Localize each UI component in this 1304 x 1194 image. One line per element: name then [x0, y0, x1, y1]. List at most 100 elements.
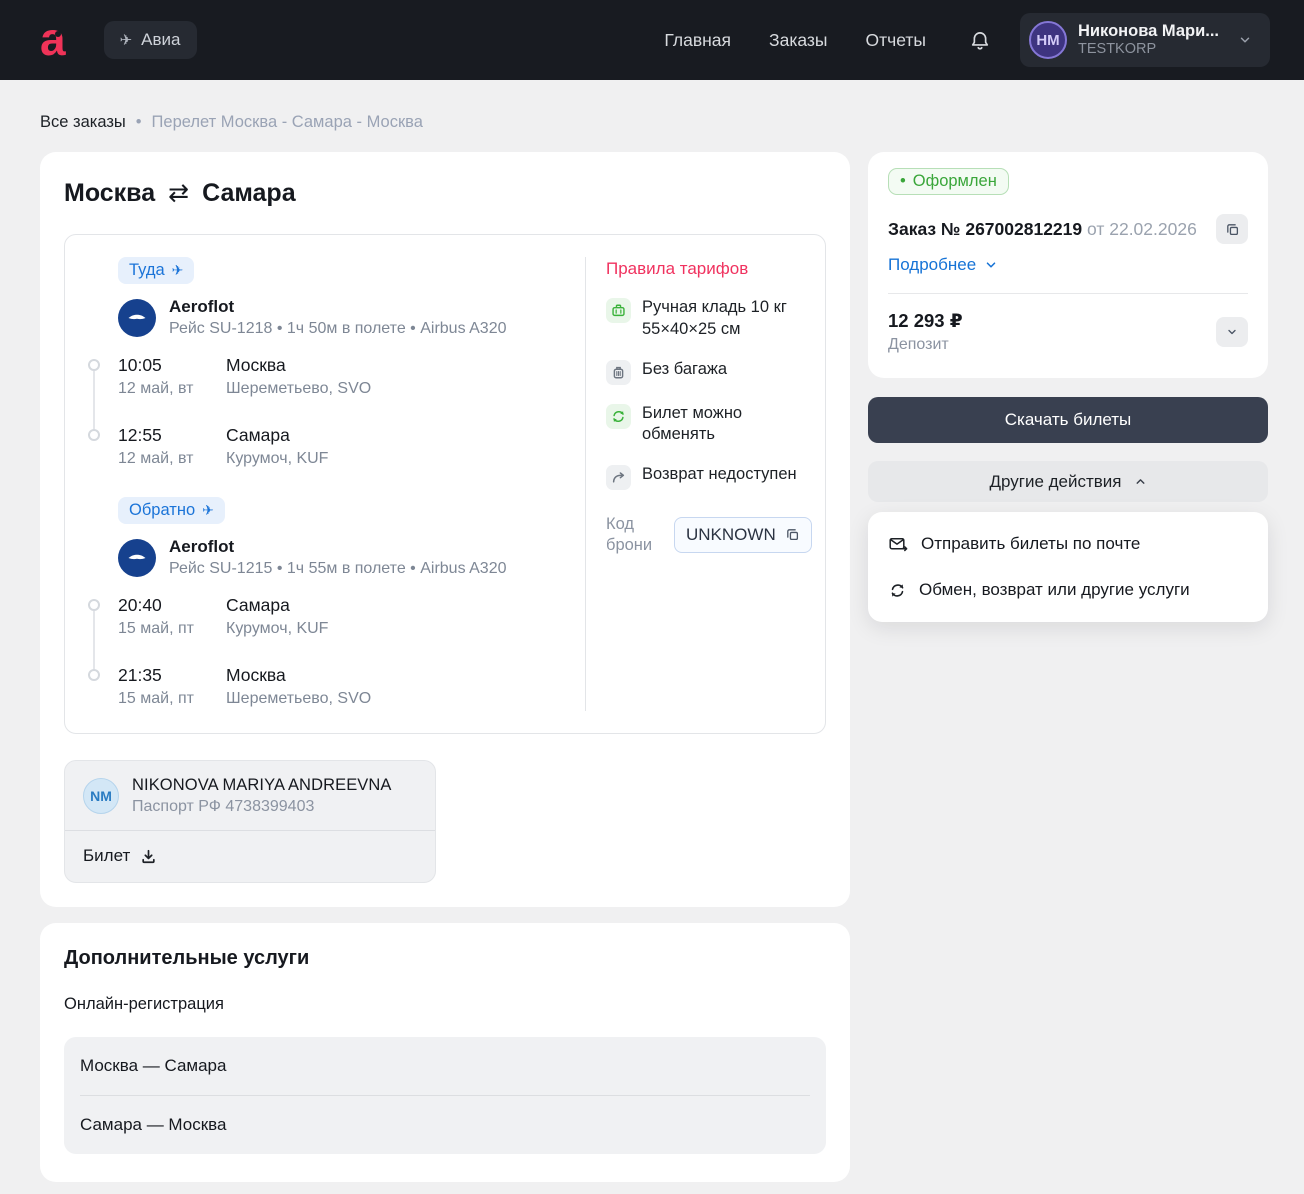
- timeline: 10:05 12 май, вт Москва Шереметьево, SVO: [88, 355, 585, 471]
- flight-info: Рейс SU-1215 • 1ч 55м в полете • Airbus …: [169, 560, 507, 577]
- menu-item-label: Отправить билеты по почте: [921, 534, 1141, 553]
- fare-rule-no-refund: Возврат недоступен: [606, 464, 812, 491]
- breadcrumb-all-orders[interactable]: Все заказы: [40, 113, 126, 131]
- flight-details-card: Туда ✈ Aeroflot Рейс SU-1218 • 1ч 50м в …: [64, 234, 826, 734]
- app-logo[interactable]: a: [40, 16, 66, 62]
- airline-info: Aeroflot Рейс SU-1215 • 1ч 55м в полете …: [169, 537, 507, 578]
- departure-city: Самара: [226, 595, 290, 615]
- route-from: Москва: [64, 178, 156, 207]
- product-tab-label: Авиа: [141, 30, 181, 49]
- chevron-down-icon: [1238, 33, 1252, 47]
- direction-label: Обратно: [129, 501, 196, 519]
- airplane-icon: ✈: [119, 32, 133, 49]
- order-summary-card: • Оформлен Заказ № 267002812219 от 22.02…: [868, 152, 1268, 378]
- other-actions-label: Другие действия: [989, 471, 1122, 491]
- fare-rule-no-baggage: Без багажа: [606, 359, 812, 385]
- order-details-toggle[interactable]: Подробнее: [888, 255, 998, 275]
- download-tickets-button[interactable]: Скачать билеты: [868, 397, 1268, 443]
- departure-airport: Курумоч, KUF: [226, 620, 329, 637]
- arrival-city: Москва: [226, 665, 286, 685]
- user-company: TESTKORP: [1078, 41, 1157, 58]
- arrival-city: Самара: [226, 425, 290, 445]
- services-title: Дополнительные услуги: [64, 947, 310, 969]
- main-nav: Главная Заказы Отчеты: [664, 30, 926, 51]
- breadcrumb-current: Перелет Москва - Самара - Москва: [151, 113, 423, 131]
- fare-rule-text: Возврат недоступен: [642, 465, 797, 484]
- breadcrumb: Все заказы • Перелет Москва - Самара - М…: [40, 113, 1264, 132]
- download-icon: [140, 848, 157, 865]
- airline-row: Aeroflot Рейс SU-1218 • 1ч 50м в полете …: [118, 297, 585, 338]
- airplane-icon: ✈: [171, 262, 184, 278]
- user-avatar: НМ: [1029, 21, 1067, 59]
- flight-leg-departure: 20:40 15 май, пт Самара Курумоч, KUF: [88, 595, 585, 641]
- departure-airport: Шереметьево, SVO: [226, 380, 372, 397]
- notifications-bell-icon[interactable]: [970, 30, 990, 51]
- other-actions-menu: Отправить билеты по почте Обмен, возврат…: [868, 512, 1268, 622]
- price-expand-button[interactable]: [1216, 317, 1248, 347]
- price-caption: Депозит: [888, 336, 949, 353]
- additional-services-card: Дополнительные услуги Онлайн-регистрация…: [40, 923, 850, 1182]
- divider: [80, 1095, 810, 1096]
- ticket-download-link[interactable]: Билет: [83, 846, 157, 866]
- airline-name: Aeroflot: [169, 297, 235, 316]
- passenger-document: Паспорт РФ 4738399403: [132, 798, 315, 815]
- order-number: Заказ № 267002812219: [888, 218, 1083, 239]
- airline-name: Aeroflot: [169, 537, 235, 556]
- product-tab-avia[interactable]: ✈ Авиа: [103, 21, 197, 59]
- departure-city: Москва: [226, 355, 286, 375]
- fare-rule-hand-luggage: Ручная кладь 10 кг 55×40×25 см: [606, 297, 812, 341]
- flight-segment-return: Обратно ✈ Aeroflot Рейс SU-1215 • 1ч 55м…: [88, 497, 585, 711]
- checkin-routes-list: Москва — Самара Самара — Москва: [64, 1037, 826, 1154]
- passenger-name: NIKONOVA MARIYA ANDREEVNA: [132, 776, 392, 794]
- departure-time: 20:40: [118, 595, 162, 615]
- nav-item-home[interactable]: Главная: [664, 29, 732, 50]
- logo-letter: a: [40, 13, 66, 66]
- direction-label: Туда: [129, 261, 165, 279]
- arrival-airport: Курумоч, KUF: [226, 450, 329, 467]
- passenger-avatar: NM: [83, 778, 119, 814]
- booking-code-text: UNKNOWN: [686, 524, 776, 544]
- fare-rule-exchange: Билет можно обменять: [606, 403, 812, 447]
- copy-order-number-button[interactable]: [1216, 214, 1248, 244]
- nav-item-reports[interactable]: Отчеты: [865, 29, 927, 50]
- order-price: 12 293 ₽: [888, 310, 963, 331]
- airplane-icon: ✈: [202, 502, 214, 518]
- flight-leg-arrival: 12:55 12 май, вт Самара Курумоч, KUF: [88, 425, 585, 471]
- fare-rules-title: Правила тарифов: [606, 259, 749, 278]
- flight-leg-departure: 10:05 12 май, вт Москва Шереметьево, SVO: [88, 355, 585, 401]
- return-arrow-icon: [606, 465, 631, 491]
- copy-icon[interactable]: [785, 527, 800, 542]
- details-label: Подробнее: [888, 255, 977, 274]
- divider: [65, 830, 435, 831]
- user-name: Никонова Мари...: [1078, 22, 1220, 41]
- user-menu[interactable]: НМ Никонова Мари... TESTKORP: [1020, 13, 1270, 67]
- other-actions-button[interactable]: Другие действия: [868, 461, 1268, 502]
- booking-code-row: Код брони UNKNOWN: [606, 514, 812, 555]
- order-flight-card: Москва ⇄ Самара Туда ✈: [40, 152, 850, 907]
- ticket-label: Билет: [83, 846, 131, 865]
- checkin-route-row[interactable]: Москва — Самара: [80, 1056, 227, 1075]
- menu-item-exchange-refund[interactable]: Обмен, возврат или другие услуги: [868, 567, 1268, 613]
- swap-route-icon: ⇄: [168, 179, 190, 207]
- checkin-route-row[interactable]: Самара — Москва: [80, 1115, 227, 1134]
- airline-row: Aeroflot Рейс SU-1215 • 1ч 55м в полете …: [118, 537, 585, 578]
- airline-info: Aeroflot Рейс SU-1218 • 1ч 50м в полете …: [169, 297, 507, 338]
- send-mail-icon: [889, 536, 908, 553]
- booking-code-value[interactable]: UNKNOWN: [674, 516, 812, 553]
- fare-rule-text: Без багажа: [642, 359, 728, 378]
- user-meta: Никонова Мари... TESTKORP: [1078, 22, 1219, 58]
- exchange-icon: [889, 582, 906, 599]
- departure-date: 12 май, вт: [118, 380, 194, 397]
- timeline: 20:40 15 май, пт Самара Курумоч, KUF: [88, 595, 585, 711]
- direction-badge-return: Обратно ✈: [118, 497, 225, 524]
- order-date: от 22.02.2026: [1087, 218, 1197, 239]
- menu-item-send-tickets[interactable]: Отправить билеты по почте: [868, 521, 1268, 567]
- arrival-date: 12 май, вт: [118, 450, 194, 467]
- status-label: Оформлен: [912, 172, 997, 190]
- divider: [888, 293, 1248, 294]
- status-dot: •: [900, 172, 906, 190]
- flight-segment-outbound: Туда ✈ Aeroflot Рейс SU-1218 • 1ч 50м в …: [88, 257, 585, 471]
- arrival-airport: Шереметьево, SVO: [226, 690, 372, 707]
- nav-item-orders[interactable]: Заказы: [769, 29, 828, 50]
- passenger-card: NM NIKONOVA MARIYA ANDREEVNA Паспорт РФ …: [64, 760, 436, 883]
